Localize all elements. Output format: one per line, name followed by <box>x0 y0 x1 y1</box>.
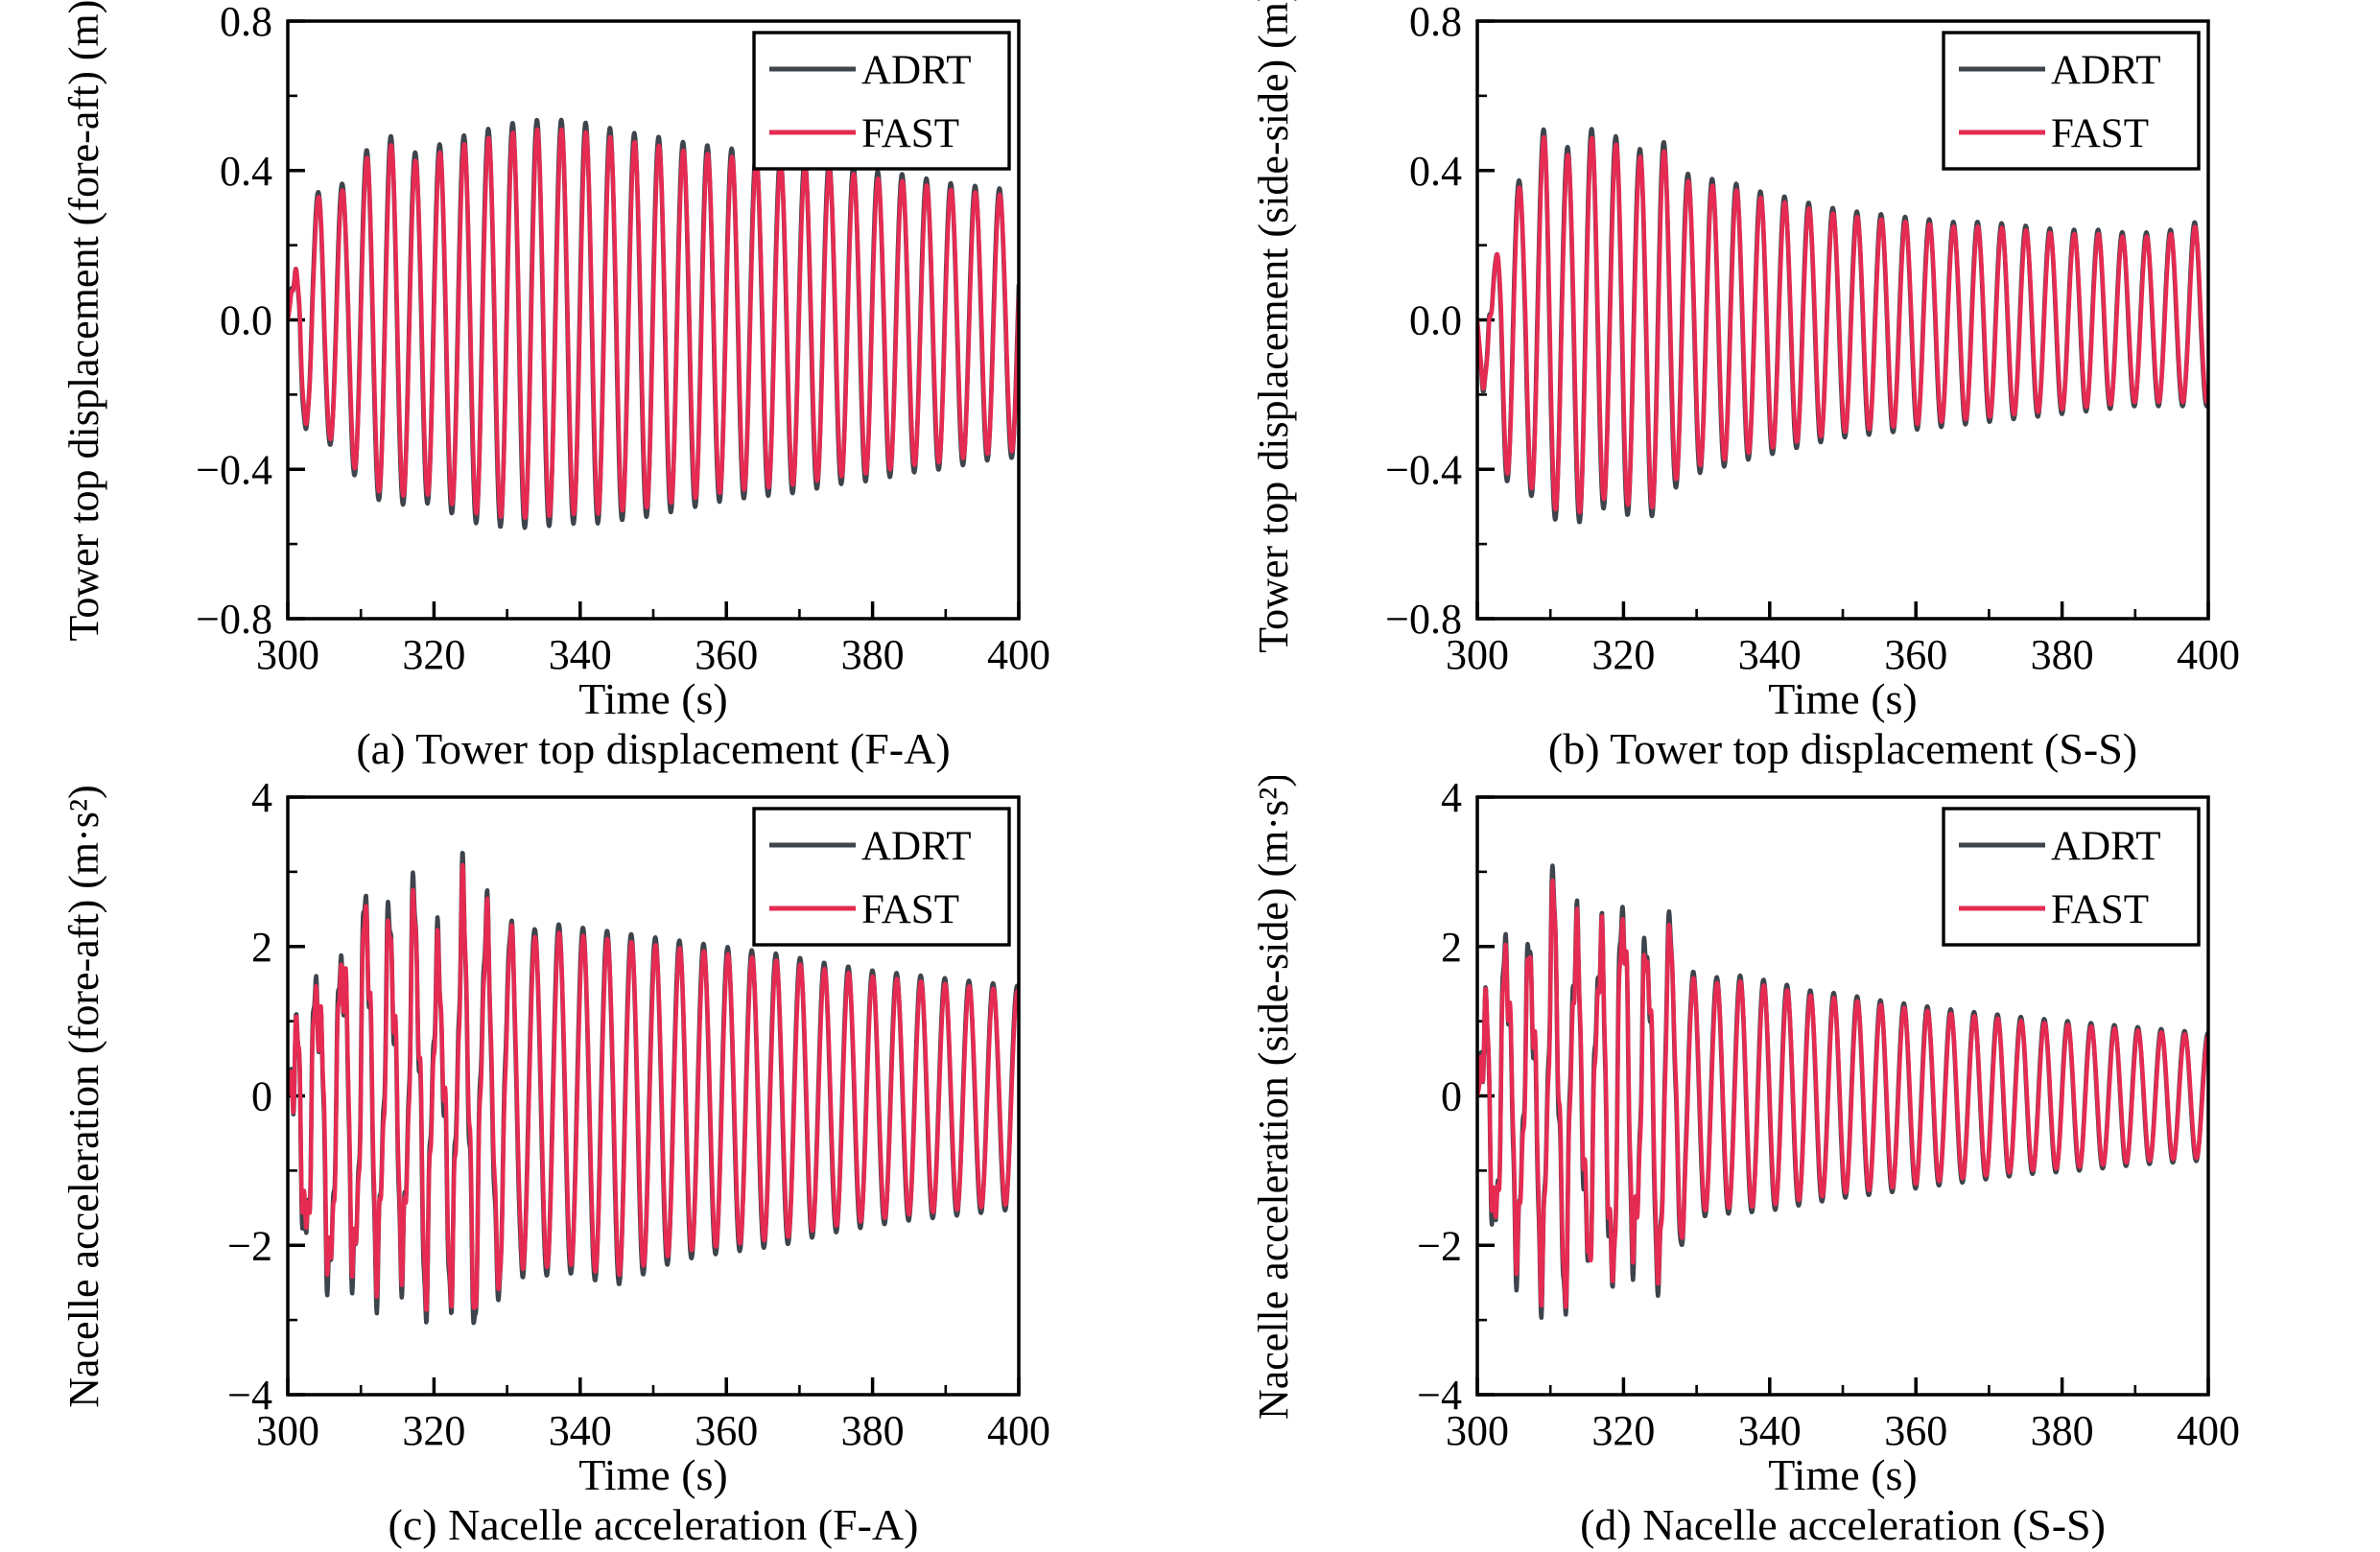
legend-box: ADRT FAST <box>1942 31 2201 171</box>
y-tick-label: 0 <box>251 1073 272 1120</box>
x-tick-label: 400 <box>987 1407 1050 1454</box>
x-tick-label: 320 <box>402 1407 465 1454</box>
x-tick-label: 360 <box>695 1407 758 1454</box>
x-tick-label: 340 <box>549 1407 612 1454</box>
y-tick-label: 0.4 <box>1409 148 1462 195</box>
axis-tick-labels: 300 320 340 360 380 400 −4 −2 0 2 4 <box>227 776 1050 1454</box>
x-tick-label: 300 <box>1446 1407 1509 1454</box>
x-axis-label-c: Time (s) <box>578 1450 728 1499</box>
x-tick-label: 300 <box>256 1407 319 1454</box>
x-axis-label-a: Time (s) <box>578 674 728 723</box>
chart-panel-a: Tower top displacement (fore-aft) (m) 30… <box>0 0 1190 776</box>
x-tick-label: 300 <box>1446 631 1509 678</box>
y-tick-label: 2 <box>1441 924 1462 971</box>
x-axis-label-d: Time (s) <box>1768 1450 1918 1499</box>
y-tick-label: −2 <box>227 1222 272 1269</box>
y-tick-label: 0.8 <box>220 0 272 45</box>
axis-tick-labels: 300 320 340 360 380 400 −0.8 −0.4 0.0 0.4 0.8 <box>196 0 1050 678</box>
x-tick-label: 400 <box>2177 1407 2240 1454</box>
chart-panel-c: Nacelle acceleration (fore-aft) (m·s²) 3… <box>0 776 1190 1552</box>
plot-frame <box>286 795 1021 1397</box>
series-group <box>1477 863 2208 1321</box>
chart-canvas-d: 300 320 340 360 380 400 −4 −2 0 2 4 ADRT FAST <box>1417 776 2240 1454</box>
chart-canvas-a: 300 320 340 360 380 400 −0.8 −0.4 0.0 0.4 0.8 ADRT F… <box>196 0 1050 678</box>
y-tick-label: 0.8 <box>1409 0 1462 45</box>
chart-canvas-b: 300 320 340 360 380 400 −0.8 −0.4 0.0 0.4 0.8 ADRT F… <box>1385 0 2240 678</box>
chart-canvas-c: 300 320 340 360 380 400 −4 −2 0 2 4 ADRT FAST <box>227 776 1050 1454</box>
plot-frame <box>286 19 1021 621</box>
y-tick-label: −2 <box>1417 1222 1462 1269</box>
legend-label-fast: FAST <box>2051 111 2149 156</box>
legend-label-fast: FAST <box>861 111 959 156</box>
legend-box: ADRT FAST <box>1942 807 2201 947</box>
x-tick-label: 380 <box>2031 1407 2094 1454</box>
chart-panel-d: Nacelle acceleration (side-side) (m·s²) … <box>1190 776 2380 1552</box>
x-tick-label: 360 <box>695 631 758 678</box>
series-group <box>288 851 1019 1326</box>
y-tick-label: 0.4 <box>220 148 272 195</box>
legend-label-adrt: ADRT <box>2051 824 2160 869</box>
x-tick-label: 380 <box>2031 631 2094 678</box>
plot-frame <box>1475 795 2210 1397</box>
series-line-fast <box>1477 134 2208 515</box>
x-tick-label: 380 <box>841 1407 905 1454</box>
y-tick-label: −0.4 <box>196 446 272 493</box>
series-line-fast <box>288 127 1019 521</box>
y-tick-label: 0 <box>1441 1073 1462 1120</box>
legend-label-adrt: ADRT <box>861 824 971 869</box>
caption-d: (d) Nacelle acceleration (S-S) <box>1580 1500 2106 1549</box>
x-tick-label: 400 <box>2177 631 2240 678</box>
y-tick-label: −0.8 <box>1385 596 1462 643</box>
x-tick-label: 400 <box>987 631 1050 678</box>
legend-box: ADRT FAST <box>752 31 1011 171</box>
y-tick-label: 4 <box>251 776 272 821</box>
y-tick-label: −4 <box>227 1372 272 1419</box>
axis-tick-labels: 300 320 340 360 380 400 −4 −2 0 2 4 <box>1417 776 2240 1454</box>
series-group <box>288 117 1019 530</box>
y-tick-label: 4 <box>1441 776 1462 821</box>
x-tick-label: 360 <box>1884 1407 1947 1454</box>
x-tick-label: 320 <box>1591 631 1655 678</box>
x-tick-label: 300 <box>256 631 319 678</box>
x-tick-label: 340 <box>1738 1407 1802 1454</box>
plot-frame <box>1475 19 2210 621</box>
legend-label-fast: FAST <box>861 887 959 932</box>
y-tick-label: 0.0 <box>220 297 272 344</box>
y-tick-label: −0.4 <box>1385 446 1462 493</box>
axis-tick-labels: 300 320 340 360 380 400 −0.8 −0.4 0.0 0.4 0.8 <box>1385 0 2240 678</box>
x-tick-label: 340 <box>1738 631 1802 678</box>
x-tick-label: 360 <box>1884 631 1947 678</box>
legend-label-adrt: ADRT <box>861 48 971 93</box>
legend-label-adrt: ADRT <box>2051 48 2160 93</box>
y-tick-label: −0.8 <box>196 596 272 643</box>
y-tick-label: 2 <box>251 924 272 971</box>
legend-label-fast: FAST <box>2051 887 2149 932</box>
x-tick-label: 320 <box>402 631 465 678</box>
caption-a: (a) Tower top displacement (F-A) <box>356 724 951 773</box>
x-tick-label: 380 <box>841 631 905 678</box>
series-group <box>1477 127 2208 525</box>
x-tick-label: 340 <box>549 631 612 678</box>
series-line-fast <box>1477 878 2208 1309</box>
x-axis-label-b: Time (s) <box>1768 674 1918 723</box>
caption-b: (b) Tower top displacement (S-S) <box>1547 724 2138 773</box>
caption-c: (c) Nacelle acceleration (F-A) <box>388 1500 919 1549</box>
series-line-fast <box>288 862 1019 1312</box>
x-tick-label: 320 <box>1591 1407 1655 1454</box>
chart-panel-b: Tower top displacement (side-side) (m) 3… <box>1190 0 2380 776</box>
y-tick-label: −4 <box>1417 1372 1462 1419</box>
legend-box: ADRT FAST <box>752 807 1011 947</box>
y-tick-label: 0.0 <box>1409 297 1462 344</box>
